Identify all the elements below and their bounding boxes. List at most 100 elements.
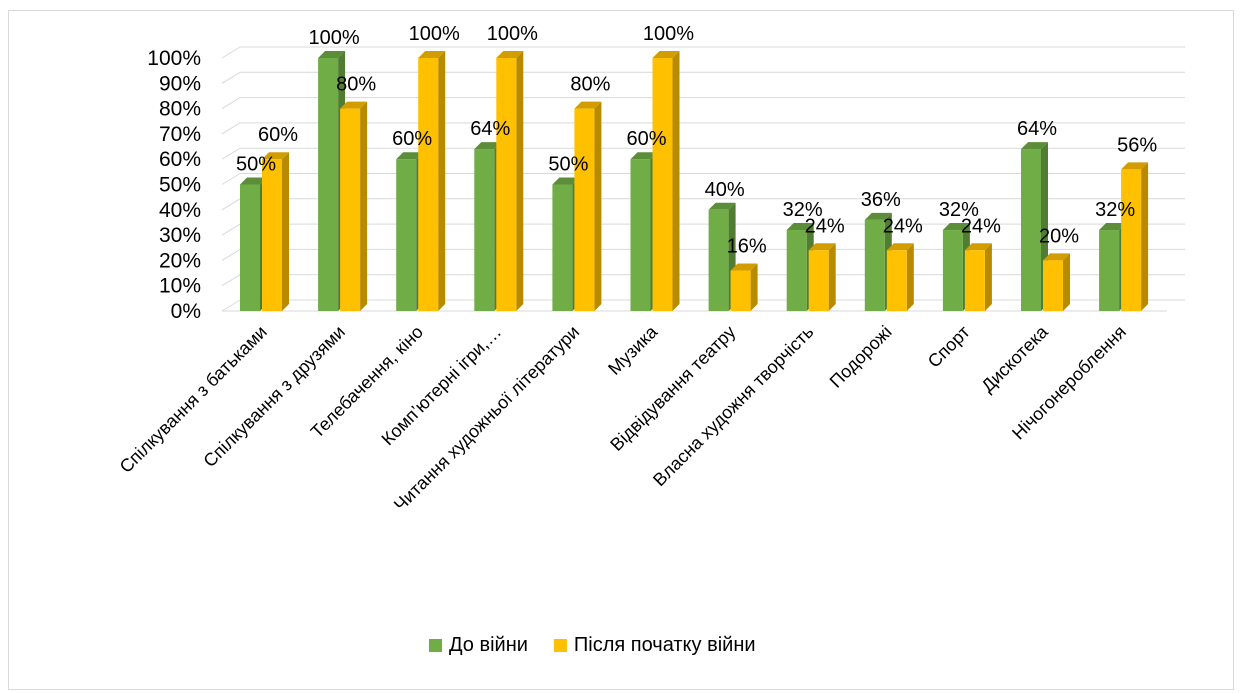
data-label: 16% [727, 236, 767, 258]
y-tick-label: 100% [147, 47, 201, 70]
y-tick-label: 90% [159, 72, 201, 95]
bar [1121, 162, 1149, 311]
bar-front [786, 230, 807, 311]
x-tick-label: Музика [604, 321, 662, 379]
bar-top [474, 142, 502, 150]
data-label: 64% [470, 118, 510, 140]
y-tick-label: 60% [159, 148, 201, 171]
data-label: 24% [961, 215, 1001, 237]
bar-top [864, 212, 892, 220]
bar-top [1021, 142, 1048, 150]
bar-top [262, 152, 289, 160]
data-label: 36% [861, 189, 901, 211]
y-tick-label: 40% [159, 199, 201, 222]
bar-top [630, 152, 658, 160]
bar-side [906, 243, 914, 311]
bar-side [1141, 162, 1149, 311]
bar-front [418, 58, 439, 311]
bar-top [552, 177, 580, 185]
gridline-side [221, 71, 241, 84]
bar-top [786, 223, 814, 231]
data-label: 32% [939, 199, 979, 221]
bar [262, 152, 289, 311]
bar-top [340, 101, 368, 109]
legend-swatch [553, 639, 567, 652]
bar-front [730, 270, 751, 311]
x-tick-label: Дискотека [977, 321, 1052, 396]
bar-top [318, 51, 346, 58]
data-label: 60% [258, 124, 298, 146]
data-label: 32% [783, 199, 823, 221]
y-axis: 0%10% 20%30%40%50% 60%70%80% 90%100% [147, 47, 201, 323]
gridline-side [221, 223, 241, 236]
bar-front [1099, 230, 1120, 311]
bar-top [942, 223, 970, 231]
legend-label: До війни [449, 634, 528, 656]
bar-front [552, 184, 573, 311]
bar-top [1099, 223, 1127, 231]
bar-front [1043, 260, 1063, 311]
data-label: 32% [1095, 199, 1135, 221]
data-label: 100% [309, 27, 360, 49]
gridline-side [221, 248, 241, 261]
data-label: 24% [805, 215, 845, 237]
bar-side [984, 243, 992, 311]
bar-side [828, 243, 836, 311]
legend-label: Після початку війни [574, 634, 756, 656]
bar-front [262, 159, 282, 311]
bar-side [594, 101, 602, 311]
legend-item: Після початку війни [553, 634, 756, 656]
y-tick-label: 10% [159, 275, 201, 298]
bar [1021, 142, 1048, 311]
data-labels: 50% 60% 100% 80% 60% 100% 64% 100% 50% 80% 60% 100%… [236, 23, 1157, 258]
bar-chart: 0%10%20%30%40%50%60%70%80%90%100% 50%60%… [116, 23, 1185, 656]
bar-front [396, 159, 417, 311]
data-label: 40% [705, 179, 745, 201]
legend-item: До війни [429, 634, 528, 656]
data-label: 80% [570, 74, 610, 96]
bar-front [240, 184, 260, 311]
data-label: 64% [1017, 118, 1057, 140]
bar [1043, 253, 1070, 311]
legend: До війни Після початку війни [429, 634, 756, 656]
bar-top [1043, 253, 1070, 261]
bar [652, 51, 680, 311]
bar-front [886, 250, 907, 311]
bar-side [516, 51, 524, 311]
x-tick-label: Подорожі [826, 322, 896, 392]
bar-top [730, 263, 758, 271]
x-tick-label: Власна художня творчість [649, 322, 817, 490]
bar-front [652, 58, 673, 311]
data-label: 100% [643, 23, 694, 45]
bar-front [474, 149, 495, 311]
data-label: 60% [392, 128, 432, 150]
bar-top [496, 51, 524, 58]
bar-front [1021, 149, 1041, 311]
data-label: 56% [1117, 134, 1157, 156]
data-label: 60% [626, 128, 666, 150]
bar [340, 101, 368, 311]
bar-front [340, 108, 361, 311]
gridline-side [221, 173, 241, 185]
chart-frame: 0% 10% 20% 30% 40% 50% 60% 70% 80% 90% 100% 50% 60%… [8, 10, 1234, 690]
data-label: 24% [883, 215, 923, 237]
bar-front [942, 230, 963, 311]
bar-side [282, 152, 289, 311]
bar-front [496, 58, 517, 311]
bar-side [672, 51, 680, 311]
gridline-side [221, 46, 241, 59]
bar [964, 243, 992, 311]
y-tick-label: 30% [159, 224, 201, 247]
bar [574, 101, 602, 311]
bar-front [318, 58, 339, 311]
legend-swatch [429, 639, 442, 652]
bars [240, 51, 1149, 311]
gridline-side [221, 198, 241, 211]
bar-top [708, 202, 736, 210]
bar-side [1063, 253, 1070, 311]
gridline-side [221, 274, 241, 287]
bar-top [652, 51, 680, 58]
bar-top [574, 101, 602, 109]
bar-side [750, 263, 758, 311]
